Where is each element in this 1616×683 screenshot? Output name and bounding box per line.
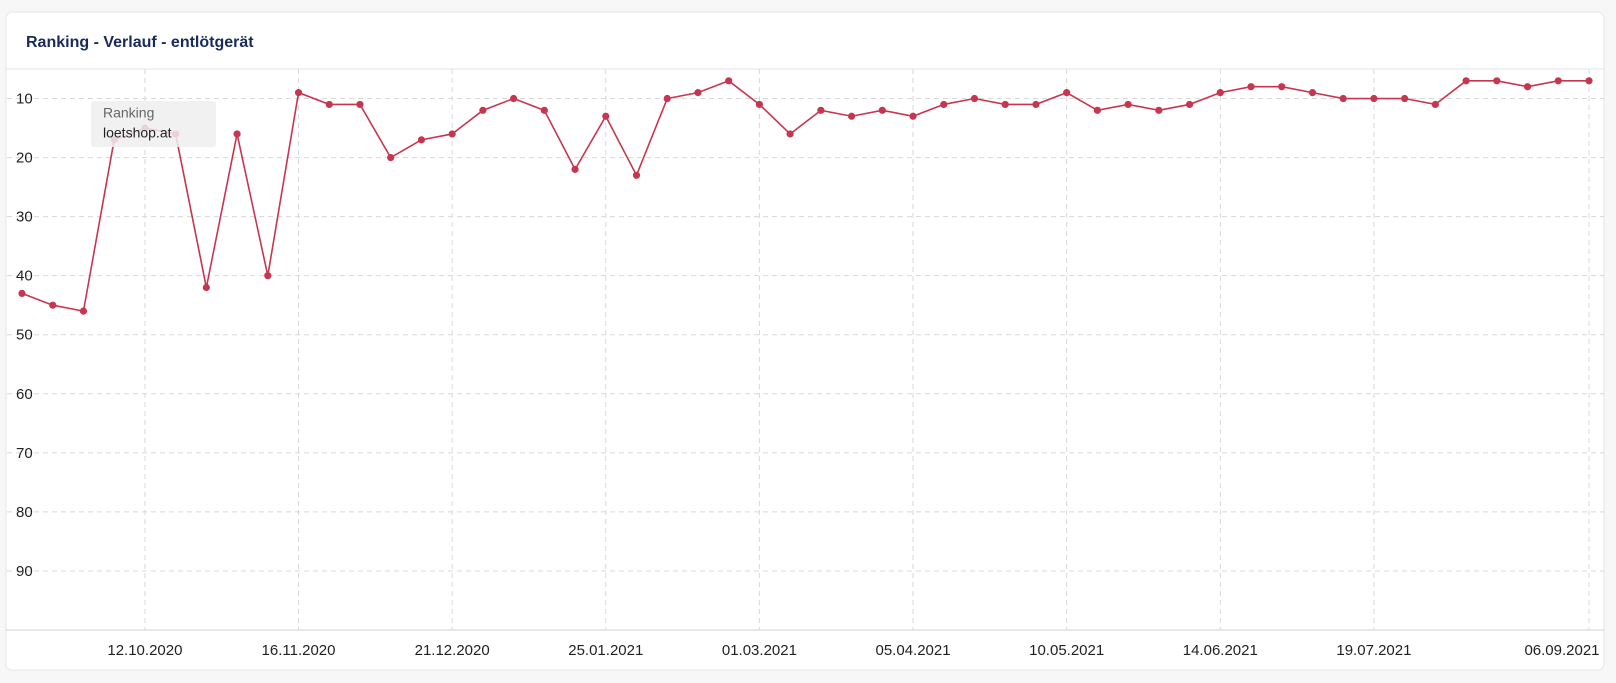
- y-tick-label: 10: [16, 90, 33, 107]
- x-tick-label: 19.07.2021: [1336, 642, 1411, 659]
- point: [1247, 83, 1255, 91]
- point: [1308, 89, 1317, 97]
- point: [202, 283, 210, 292]
- point: [1063, 89, 1071, 97]
- y-tick-label: 30: [16, 209, 33, 226]
- point: [294, 89, 303, 97]
- point: [387, 153, 395, 162]
- y-tick-label: 40: [16, 268, 33, 285]
- point: [325, 100, 333, 109]
- point: [1370, 94, 1378, 103]
- chart-title: Ranking - Verlauf - entlötgerät: [26, 34, 254, 51]
- legend-entry: loetshop.at: [103, 125, 172, 141]
- point: [233, 130, 241, 138]
- point: [264, 272, 272, 280]
- point: [878, 106, 886, 114]
- x-tick-label: 21.12.2020: [415, 642, 490, 659]
- point: [1585, 77, 1593, 85]
- point: [632, 171, 641, 179]
- x-tick-label: 16.11.2020: [262, 642, 336, 659]
- legend-title: Ranking: [103, 105, 154, 121]
- y-tick-label: 20: [16, 150, 33, 167]
- y-tick-label: 70: [16, 445, 33, 462]
- point: [1431, 100, 1439, 109]
- point: [1185, 100, 1194, 109]
- point: [909, 112, 917, 120]
- x-tick-label: 25.01.2021: [568, 642, 643, 659]
- point: [356, 100, 364, 109]
- point: [694, 89, 702, 97]
- point: [49, 301, 57, 309]
- point: [18, 289, 26, 297]
- y-tick-label: 50: [16, 327, 33, 344]
- line: [21, 79, 1589, 313]
- point: [663, 94, 671, 103]
- x-tick-label: 01.03.2021: [722, 642, 797, 659]
- point: [1339, 94, 1347, 103]
- point: [1493, 77, 1501, 85]
- point: [725, 77, 733, 85]
- point: [1401, 94, 1409, 103]
- x-tick-label: 05.04.2021: [876, 642, 951, 659]
- point: [755, 100, 764, 109]
- point: [417, 136, 426, 144]
- point: [1001, 100, 1009, 109]
- point: [1124, 100, 1132, 109]
- card: [5, 11, 1605, 671]
- legend-box: [91, 101, 216, 147]
- point: [1278, 83, 1286, 91]
- x-tick-label: 10.05.2021: [1029, 642, 1104, 659]
- y-tick-label: 60: [16, 386, 33, 403]
- point: [1554, 77, 1562, 85]
- point: [479, 106, 487, 114]
- y-tick-label: 80: [16, 504, 33, 521]
- y-tick-label: 90: [16, 563, 33, 580]
- point: [1093, 106, 1101, 114]
- point: [1032, 100, 1040, 109]
- x-tick-label: 12.10.2020: [107, 642, 182, 659]
- x-tick-label: 06.09.2021: [1524, 642, 1599, 659]
- point: [448, 130, 456, 138]
- point: [571, 165, 579, 173]
- point: [510, 94, 518, 103]
- point: [602, 112, 610, 120]
- point: [540, 106, 548, 114]
- x-tick-label: 14.06.2021: [1183, 642, 1258, 659]
- point: [940, 100, 948, 109]
- point: [786, 130, 794, 138]
- point: [817, 106, 825, 114]
- point: [79, 307, 88, 315]
- point: [970, 94, 979, 103]
- point: [1462, 77, 1470, 85]
- point: [1216, 89, 1224, 97]
- point: [1155, 106, 1163, 114]
- point: [1523, 83, 1532, 91]
- point: [847, 112, 856, 120]
